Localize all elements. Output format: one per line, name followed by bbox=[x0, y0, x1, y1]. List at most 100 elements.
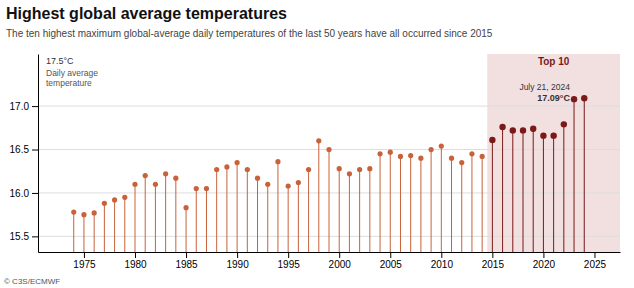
stem bbox=[124, 197, 125, 252]
x-tick-label: 1990 bbox=[226, 259, 249, 270]
y-tick-label: 16.5 bbox=[10, 144, 30, 155]
x-tick-mark bbox=[594, 252, 595, 258]
annotation: 17.09°C bbox=[537, 93, 570, 103]
x-tick-label: 2000 bbox=[329, 259, 352, 270]
stem bbox=[277, 162, 278, 252]
y-tick-mark bbox=[32, 106, 38, 107]
dot bbox=[480, 154, 485, 159]
stem bbox=[329, 150, 330, 252]
y-tick-label: 16.0 bbox=[10, 188, 30, 199]
stem bbox=[83, 215, 84, 252]
dot bbox=[499, 124, 505, 130]
dot bbox=[449, 156, 454, 161]
marks bbox=[71, 95, 587, 252]
stem bbox=[135, 184, 136, 252]
stem bbox=[369, 169, 370, 252]
stem bbox=[543, 136, 544, 252]
x-tick-mark bbox=[441, 252, 442, 258]
stem bbox=[206, 189, 207, 252]
dot bbox=[439, 143, 444, 148]
x-tick-label: 2025 bbox=[584, 259, 607, 270]
dot bbox=[408, 153, 413, 158]
x-tick-label: 1985 bbox=[175, 259, 198, 270]
y-axis-label: temperature bbox=[46, 78, 92, 88]
x-tick-label: 1980 bbox=[124, 259, 147, 270]
x-tick-label: 2005 bbox=[380, 259, 403, 270]
dot bbox=[429, 147, 434, 152]
y-tick-mark bbox=[32, 236, 38, 237]
stem bbox=[155, 184, 156, 252]
stem bbox=[288, 186, 289, 252]
x-axis-line bbox=[39, 252, 621, 253]
stem bbox=[257, 178, 258, 252]
dot bbox=[469, 151, 474, 156]
dot bbox=[530, 125, 536, 131]
x-axis: 1975198019851990199520002005201020152020… bbox=[39, 252, 621, 270]
x-tick-label: 2015 bbox=[482, 259, 505, 270]
stem bbox=[196, 189, 197, 252]
x-tick: 1995 bbox=[278, 252, 301, 270]
dot bbox=[357, 167, 362, 172]
dot bbox=[112, 197, 117, 202]
x-tick: 1985 bbox=[175, 252, 198, 270]
stem bbox=[339, 169, 340, 252]
stem bbox=[247, 170, 248, 253]
credit: © C3S/ECMWF bbox=[4, 277, 60, 286]
dot bbox=[265, 182, 270, 187]
dot bbox=[71, 209, 76, 214]
stem bbox=[502, 127, 503, 252]
x-tick: 1990 bbox=[226, 252, 249, 270]
dot bbox=[204, 186, 209, 191]
y-tick-mark bbox=[32, 193, 38, 194]
dot bbox=[102, 201, 107, 206]
stem bbox=[349, 174, 350, 252]
dot bbox=[296, 180, 301, 185]
title: Highest global average temperatures bbox=[6, 5, 287, 22]
annotation: July 21, 2024 bbox=[519, 82, 570, 92]
stem bbox=[237, 163, 238, 252]
dot bbox=[245, 167, 250, 172]
dot bbox=[163, 171, 168, 176]
highlight-band bbox=[487, 54, 620, 252]
stem bbox=[563, 124, 564, 252]
x-tick-mark bbox=[492, 252, 493, 258]
dot bbox=[92, 210, 97, 215]
y-axis: 15.5 16.0 16.5 17.0 bbox=[10, 55, 39, 253]
dot bbox=[581, 95, 587, 101]
dot bbox=[337, 166, 342, 171]
stem bbox=[318, 141, 319, 252]
stem bbox=[114, 200, 115, 252]
y-tick-mark bbox=[32, 150, 38, 151]
dot bbox=[540, 132, 546, 138]
stem bbox=[267, 184, 268, 252]
x-tick: 2000 bbox=[329, 252, 352, 270]
x-tick: 2015 bbox=[482, 252, 505, 270]
dot bbox=[489, 137, 495, 143]
stem bbox=[533, 129, 534, 252]
dot bbox=[550, 132, 556, 138]
stem bbox=[584, 98, 585, 252]
x-tick-mark bbox=[543, 252, 544, 258]
dot bbox=[520, 127, 526, 133]
y-tick-label: 17.0 bbox=[10, 101, 30, 112]
stem bbox=[380, 154, 381, 252]
y-tick: 15.5 bbox=[10, 231, 38, 242]
x-tick-mark bbox=[390, 252, 391, 258]
dot bbox=[347, 171, 352, 176]
stem bbox=[226, 167, 227, 252]
dot bbox=[561, 121, 567, 127]
x-tick: 2020 bbox=[533, 252, 556, 270]
stem bbox=[431, 150, 432, 252]
dot bbox=[81, 212, 86, 217]
stem bbox=[512, 130, 513, 252]
dot bbox=[377, 151, 382, 156]
x-tick-label: 1975 bbox=[73, 259, 96, 270]
stem bbox=[471, 154, 472, 252]
y-axis-label: Daily average bbox=[46, 68, 98, 78]
stem bbox=[216, 170, 217, 253]
dot bbox=[388, 150, 393, 155]
stem bbox=[145, 176, 146, 252]
x-tick-mark bbox=[237, 252, 238, 258]
dot bbox=[275, 159, 280, 164]
stem bbox=[461, 163, 462, 252]
